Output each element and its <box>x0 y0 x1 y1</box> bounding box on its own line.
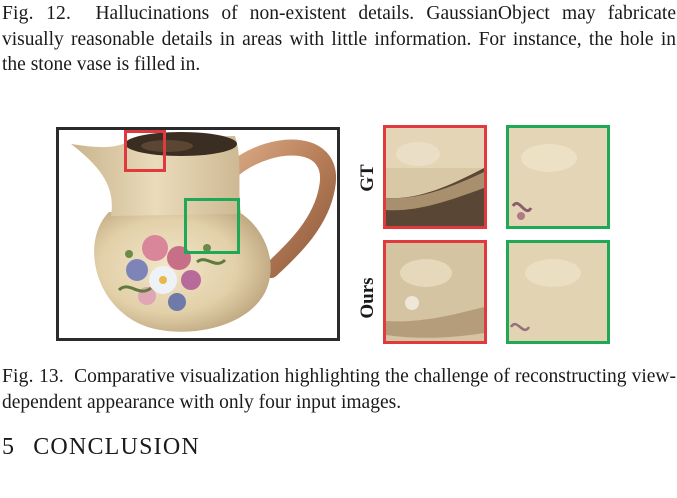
red-highlight-box <box>124 130 166 172</box>
figure-13-label: Fig. 13. <box>2 366 64 387</box>
ours-green-crop <box>506 240 610 344</box>
gt-green-crop <box>506 125 610 229</box>
gt-red-crop <box>383 125 487 229</box>
row-label-gt: GT <box>357 164 378 192</box>
vase-image <box>71 132 337 332</box>
row-label-ours: Ours <box>357 277 378 319</box>
figure-13-caption: Fig. 13. Comparative visualization highl… <box>2 364 676 415</box>
vase-render-panel <box>56 127 340 341</box>
green-highlight-box <box>184 198 240 254</box>
figure-12-text: Hallucinations of non-existent details. … <box>2 3 676 75</box>
figure-12-caption: Fig. 12. Hallucinations of non-existent … <box>2 1 676 78</box>
figure-13-text: Comparative visualization highlighting t… <box>2 366 676 413</box>
figure-13: GT Ours <box>56 125 616 347</box>
section-number: 5 <box>2 434 16 460</box>
section-heading: 5 CONCLUSION <box>2 434 200 461</box>
figure-12-label: Fig. 12. <box>2 3 72 24</box>
ours-red-crop <box>383 240 487 344</box>
section-title: CONCLUSION <box>33 434 200 460</box>
